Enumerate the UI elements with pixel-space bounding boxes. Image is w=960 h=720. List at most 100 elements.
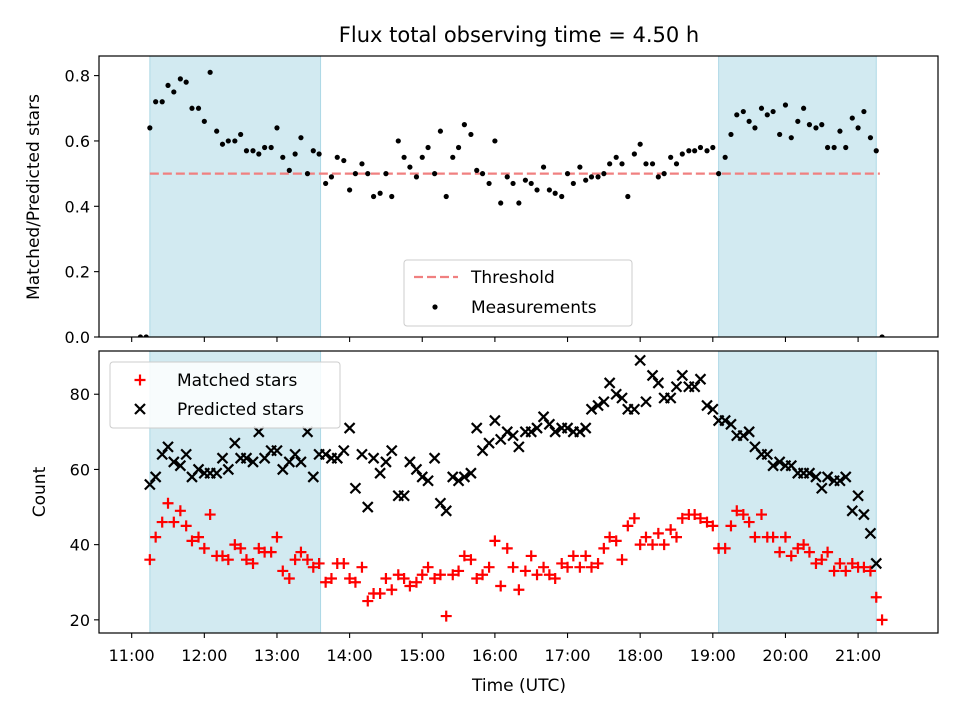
data-point (189, 105, 195, 111)
data-point (362, 595, 374, 607)
data-point (513, 584, 525, 596)
data-point (767, 459, 779, 472)
data-point (722, 154, 728, 160)
data-point (806, 122, 813, 128)
data-point (338, 444, 350, 457)
data-point (837, 128, 843, 134)
x-tick-label: 17:00 (544, 646, 590, 665)
data-point (377, 190, 383, 196)
data-point (229, 437, 241, 449)
data-point (737, 429, 750, 442)
data-point (879, 334, 885, 337)
x-tick-label: 14:00 (327, 646, 373, 665)
legend-measurements-swatch (432, 304, 438, 310)
data-point (549, 426, 561, 438)
data-point (676, 369, 689, 382)
y-tick-label: 0.8 (65, 67, 90, 86)
shaded-region (149, 55, 322, 338)
data-point (422, 561, 434, 573)
data-point (616, 392, 628, 404)
data-point (428, 452, 441, 464)
data-point (452, 474, 465, 487)
data-point (440, 505, 453, 517)
data-point (344, 572, 356, 584)
data-point (453, 565, 465, 577)
data-point (447, 569, 459, 581)
axes-frame (98, 350, 939, 634)
data-point (528, 180, 534, 187)
data-point (815, 482, 828, 495)
data-point (531, 569, 543, 581)
data-point (824, 144, 831, 151)
data-point (849, 115, 855, 121)
data-point (585, 403, 598, 416)
y-tick-label: 0.4 (65, 197, 90, 216)
data-point (195, 105, 202, 111)
data-point (289, 554, 301, 566)
data-point (432, 171, 438, 177)
data-point (143, 334, 149, 337)
data-point (679, 151, 685, 157)
data-point (501, 426, 514, 438)
data-point (253, 542, 265, 554)
data-point (795, 118, 801, 124)
data-point (277, 565, 289, 577)
data-point (174, 459, 187, 472)
data-point (640, 395, 652, 408)
data-point (574, 426, 586, 438)
data-point (634, 354, 646, 367)
data-point (247, 456, 259, 468)
data-point (513, 441, 525, 453)
data-point (743, 516, 755, 528)
data-point (788, 135, 794, 141)
data-point (552, 190, 558, 196)
data-point (483, 561, 495, 573)
data-point (858, 561, 870, 573)
data-point (416, 569, 428, 581)
data-point (798, 539, 810, 551)
data-point (567, 550, 579, 562)
data-point (183, 79, 189, 85)
data-point (792, 542, 804, 554)
data-point (704, 148, 710, 154)
top-y-axis-label: Matched/Predicted stars (24, 94, 44, 300)
bottom-panel: 20 40 60 80 11:00 12:00 13:00 14:00 15:00 16:00 17… (70, 350, 939, 665)
data-point (670, 531, 682, 543)
data-point (498, 200, 504, 206)
data-point (595, 174, 601, 180)
data-point (370, 193, 377, 200)
data-point (137, 334, 144, 337)
data-point (470, 422, 483, 434)
data-point (352, 171, 359, 177)
data-point (831, 144, 837, 151)
data-point (168, 456, 180, 468)
data-point (598, 395, 610, 408)
data-point (286, 167, 292, 173)
data-point (564, 171, 571, 177)
data-point (446, 471, 459, 483)
data-point (867, 135, 874, 141)
data-point (734, 112, 740, 118)
data-point (686, 148, 692, 154)
data-point (374, 588, 386, 600)
data-point (410, 576, 422, 588)
data-point (271, 444, 283, 457)
data-point (392, 569, 404, 581)
data-point (725, 520, 737, 532)
data-point (507, 561, 519, 573)
data-point (846, 505, 859, 517)
data-point (580, 550, 592, 562)
data-point (320, 576, 332, 588)
data-point (755, 509, 767, 521)
data-point (670, 380, 683, 393)
data-point (785, 550, 797, 562)
data-point (701, 399, 713, 412)
data-point (619, 161, 625, 167)
data-point (622, 520, 634, 532)
data-point (177, 76, 183, 82)
data-point (479, 171, 486, 177)
data-point (767, 531, 779, 543)
data-point (598, 542, 610, 554)
x-tick-label: 16:00 (472, 646, 518, 665)
